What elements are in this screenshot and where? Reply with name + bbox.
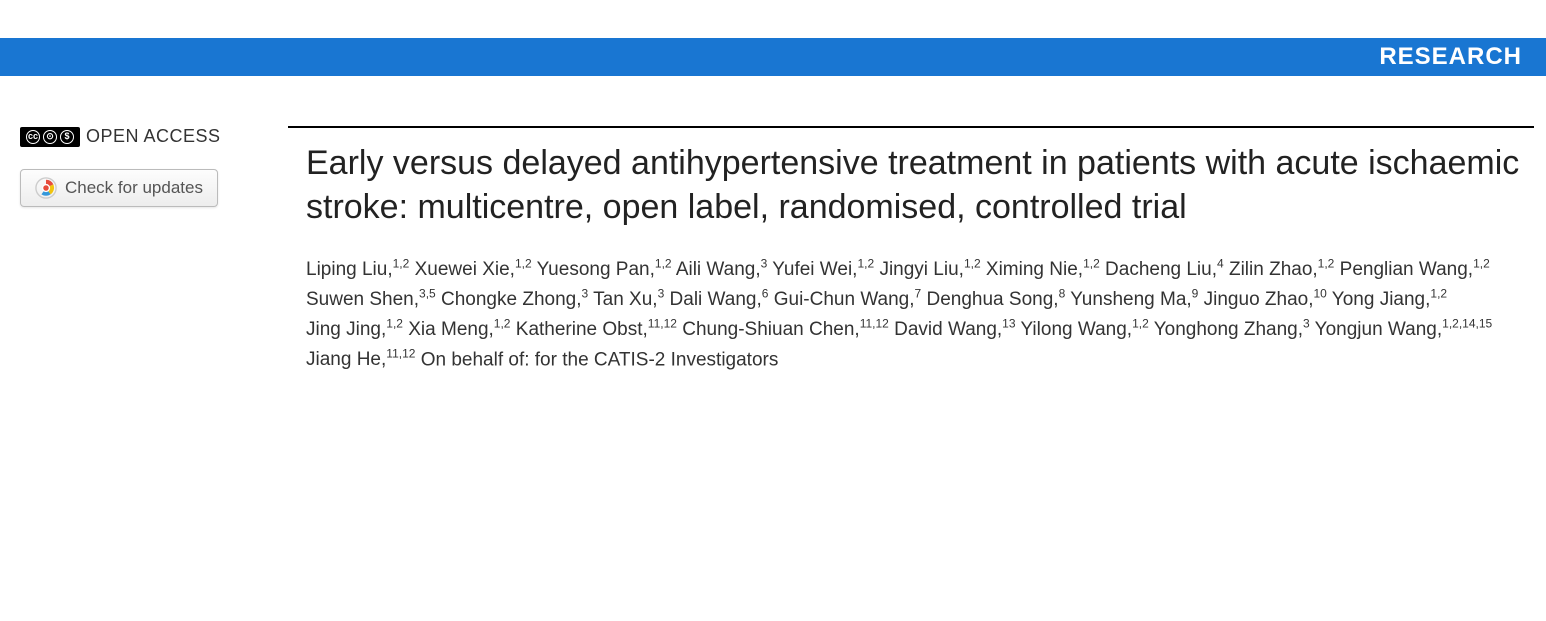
author: Zilin Zhao,1,2	[1229, 259, 1334, 280]
cc-license-badge: cc ⊙ $	[20, 127, 80, 147]
article-header: Early versus delayed antihypertensive tr…	[288, 126, 1534, 374]
author: Xia Meng,1,2	[408, 319, 510, 340]
author: Yuesong Pan,1,2	[537, 259, 672, 280]
nc-icon: $	[60, 130, 74, 144]
author: Liping Liu,1,2	[306, 259, 409, 280]
author: Ximing Nie,1,2	[986, 259, 1100, 280]
author: Yilong Wang,1,2	[1020, 319, 1148, 340]
author: David Wang,13	[894, 319, 1015, 340]
author: Denghua Song,8	[927, 289, 1066, 310]
author: Jinguo Zhao,10	[1204, 289, 1327, 310]
author: Yonghong Zhang,3	[1154, 319, 1310, 340]
author: Jiang He,11,12	[306, 349, 415, 370]
author: Dali Wang,6	[670, 289, 769, 310]
author: Xuewei Xie,1,2	[415, 259, 532, 280]
cc-icon: cc	[26, 130, 40, 144]
author: Chongke Zhong,3	[441, 289, 588, 310]
author: Tan Xu,3	[593, 289, 664, 310]
author: Penglian Wang,1,2	[1340, 259, 1490, 280]
author: Gui-Chun Wang,7	[774, 289, 922, 310]
author: Dacheng Liu,4	[1105, 259, 1224, 280]
author: Aili Wang,3	[676, 259, 768, 280]
by-icon: ⊙	[43, 130, 57, 144]
check-updates-label: Check for updates	[65, 178, 203, 198]
author: Jing Jing,1,2	[306, 319, 403, 340]
behalf-text: On behalf of: for the CATIS-2 Investigat…	[421, 349, 779, 370]
author: Jingyi Liu,1,2	[879, 259, 980, 280]
authors-list: Liping Liu,1,2 Xuewei Xie,1,2 Yuesong Pa…	[306, 255, 1534, 374]
left-column: cc ⊙ $ OPEN ACCESS Check for updates	[12, 126, 288, 374]
open-access-indicator: cc ⊙ $ OPEN ACCESS	[20, 126, 288, 147]
author: Yunsheng Ma,9	[1070, 289, 1198, 310]
author: Yufei Wei,1,2	[772, 259, 874, 280]
author: Chung-Shiuan Chen,11,12	[682, 319, 889, 340]
section-label: RESEARCH	[1379, 43, 1522, 71]
check-updates-button[interactable]: Check for updates	[20, 169, 218, 207]
author: Yong Jiang,1,2	[1332, 289, 1447, 310]
crossmark-icon	[35, 177, 57, 199]
section-header-bar: RESEARCH	[0, 38, 1546, 76]
open-access-label: OPEN ACCESS	[86, 126, 221, 147]
author: Yongjun Wang,1,2,14,15	[1315, 319, 1493, 340]
content-area: cc ⊙ $ OPEN ACCESS Check for updates Ear	[0, 126, 1546, 374]
author: Suwen Shen,3,5	[306, 289, 436, 310]
author: Katherine Obst,11,12	[516, 319, 677, 340]
article-title: Early versus delayed antihypertensive tr…	[306, 142, 1534, 229]
